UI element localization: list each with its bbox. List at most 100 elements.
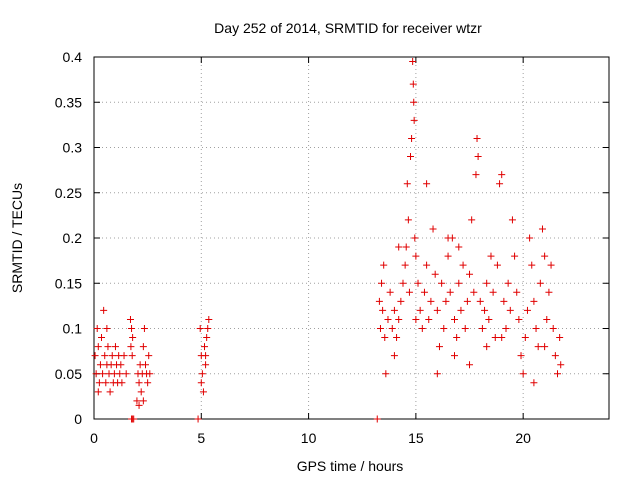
data-point: [408, 134, 416, 142]
data-point: [461, 325, 469, 332]
data-point: [145, 352, 153, 360]
data-point: [108, 352, 116, 360]
y-tick-label: 0.3: [63, 140, 83, 156]
y-tick-label: 0.4: [63, 49, 83, 65]
data-point: [399, 279, 407, 287]
data-point: [446, 288, 454, 296]
data-point: [203, 334, 211, 342]
data-point: [425, 315, 433, 323]
data-point: [451, 352, 458, 360]
data-point: [435, 343, 443, 351]
y-tick-label: 0.15: [55, 275, 82, 291]
data-point: [140, 325, 148, 332]
data-point: [411, 234, 419, 242]
data-point: [197, 379, 205, 387]
data-point: [382, 370, 390, 378]
axis-ticks: 0 0.05 0.1 0.15 0.2 0.25 0.3 0.35 0.4 0 5 10 15 20: [55, 49, 609, 446]
data-point: [380, 261, 388, 269]
data-point: [401, 261, 409, 269]
data-point: [547, 261, 555, 269]
data-point: [126, 315, 134, 323]
data-point: [457, 306, 465, 314]
y-tick-label: 0.05: [55, 366, 82, 382]
data-point: [127, 343, 135, 351]
data-point: [476, 297, 484, 305]
data-point: [541, 252, 549, 260]
data-point: [418, 325, 426, 332]
y-tick-label: 0: [74, 411, 82, 427]
data-point: [500, 297, 508, 305]
data-point: [557, 361, 565, 369]
data-point: [506, 306, 514, 314]
data-point: [137, 388, 145, 396]
data-point: [405, 288, 413, 296]
data-point: [120, 352, 128, 360]
data-point: [395, 243, 403, 251]
data-point: [468, 216, 476, 224]
data-point: [453, 334, 461, 342]
data-point: [386, 288, 394, 296]
data-point: [412, 252, 420, 260]
data-point: [498, 171, 506, 179]
data-point: [433, 306, 441, 314]
data-point: [551, 352, 559, 360]
y-tick-label: 0.25: [55, 185, 82, 201]
data-point: [513, 288, 521, 296]
data-point: [373, 415, 381, 423]
data-point: [498, 334, 506, 342]
data-point: [199, 388, 207, 396]
data-point: [395, 315, 403, 323]
data-point: [517, 352, 525, 360]
data-point: [521, 334, 529, 342]
data-point: [444, 252, 452, 260]
data-point: [410, 98, 418, 106]
x-tick-label: 10: [301, 430, 317, 446]
data-point: [487, 252, 495, 260]
data-point: [117, 361, 125, 369]
data-point: [201, 343, 209, 351]
data-point: [204, 325, 212, 332]
data-point: [549, 325, 557, 332]
data-point: [139, 397, 147, 405]
data-point: [459, 261, 467, 269]
data-point: [483, 343, 491, 351]
data-point: [198, 370, 206, 378]
data-point: [390, 306, 398, 314]
data-point: [135, 379, 143, 387]
data-point: [530, 379, 538, 387]
data-point: [431, 270, 439, 278]
data-point: [536, 279, 544, 287]
data-point: [511, 252, 519, 260]
data-point: [433, 370, 441, 378]
data-point: [473, 134, 481, 142]
data-point: [485, 315, 493, 323]
x-tick-label: 5: [197, 430, 205, 446]
data-point: [526, 234, 534, 242]
data-point: [463, 297, 471, 305]
data-point: [378, 279, 386, 287]
data-point: [466, 361, 474, 369]
data-point: [96, 361, 104, 369]
data-point: [410, 116, 418, 124]
data-point: [534, 343, 542, 351]
data-point: [429, 225, 437, 233]
data-point: [496, 180, 504, 188]
data-point: [133, 397, 141, 405]
data-point: [489, 288, 497, 296]
data-point: [403, 180, 411, 188]
data-point: [538, 225, 546, 233]
data-point: [478, 325, 486, 332]
data-point: [202, 361, 210, 369]
y-axis-label: SRMTID / TECUs: [9, 183, 25, 293]
data-point: [94, 388, 102, 396]
data-point: [423, 261, 431, 269]
data-point: [130, 415, 138, 423]
data-point: [101, 352, 109, 360]
data-point: [381, 334, 389, 342]
data-point: [530, 297, 538, 305]
data-point: [474, 153, 482, 161]
data-point: [379, 306, 387, 314]
data-point: [202, 352, 210, 360]
data-point: [541, 343, 549, 351]
data-point: [196, 325, 204, 332]
